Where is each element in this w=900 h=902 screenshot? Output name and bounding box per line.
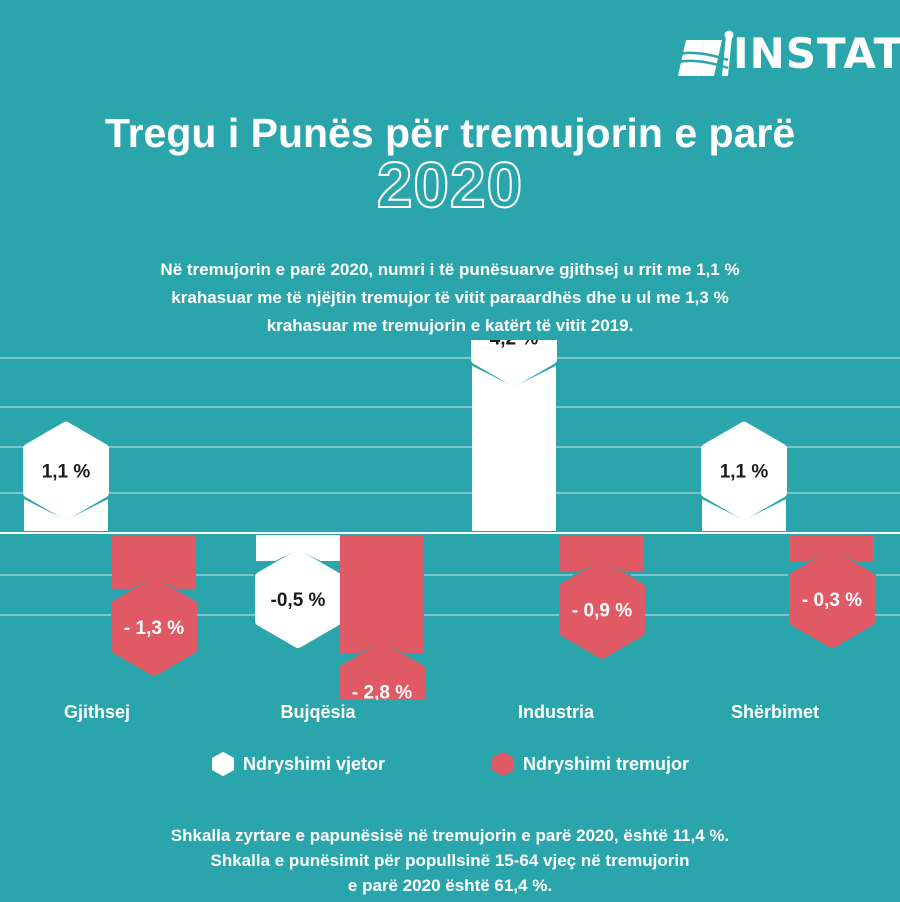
red-hexagon-icon: [492, 752, 514, 776]
instat-logo: [678, 30, 734, 76]
data-label: -0,5 %: [271, 590, 326, 611]
data-label: 1,1 %: [720, 462, 769, 483]
chart-legend: Ndryshimi vjetor Ndryshimi tremujor: [0, 752, 900, 782]
legend-item-annual: Ndryshimi vjetor: [212, 752, 385, 776]
intro-line: krahasuar me tremujorin e katërt të viti…: [266, 316, 634, 335]
footer-line: Shkalla e punësimit për popullsinë 15-64…: [210, 851, 690, 870]
value-hexagon: [559, 560, 645, 659]
category-label: Shërbimet: [730, 702, 820, 722]
value-hexagon: [111, 577, 197, 676]
white-hexagon-icon: [212, 752, 234, 776]
value-hexagon: [471, 340, 557, 387]
value-hexagon: [701, 421, 787, 520]
brand-name: INSTAT: [733, 29, 900, 78]
value-hexagon: [255, 550, 341, 648]
intro-line: Në tremujorin e parë 2020, numri i të pu…: [160, 260, 740, 279]
footer-line: e parë 2020 është 61,4 %.: [347, 876, 553, 895]
value-hexagon: [23, 421, 109, 520]
data-label: 4,2 %: [490, 340, 539, 349]
bar: [340, 535, 424, 654]
data-label: - 2,8 %: [352, 682, 412, 700]
footer-line: Shkalla zyrtare e papunësisë në tremujor…: [170, 826, 730, 845]
category-label: Gjithsej: [63, 702, 130, 722]
value-hexagon: [789, 550, 875, 648]
labour-market-chart: 1,1 % -0,5 % 4,2 % 1,1 % - 1,3 % - 2,8 % - 0,9…: [0, 340, 900, 700]
category-label: Bujqësia: [280, 702, 356, 722]
intro-line: krahasuar me të njëjtin tremujor të viti…: [171, 288, 729, 307]
legend-label: Ndryshimi tremujor: [523, 753, 690, 774]
page-title: Tregu i Punës për tremujorin e parë: [104, 110, 796, 156]
footer-text: Shkalla zyrtare e papunësisë në tremujor…: [60, 823, 840, 898]
data-label: - 1,3 %: [124, 618, 184, 639]
data-label: - 0,3 %: [802, 590, 862, 611]
title-year: 2020: [376, 148, 524, 222]
intro-text: Në tremujorin e parë 2020, numri i të pu…: [90, 256, 810, 340]
category-label: Industria: [517, 702, 594, 722]
data-label: 1,1 %: [42, 462, 91, 483]
legend-label: Ndryshimi vjetor: [243, 753, 386, 774]
data-label: - 0,9 %: [572, 601, 632, 622]
legend-item-quarterly: Ndryshimi tremujor: [492, 752, 689, 776]
value-hexagon: [339, 642, 425, 700]
